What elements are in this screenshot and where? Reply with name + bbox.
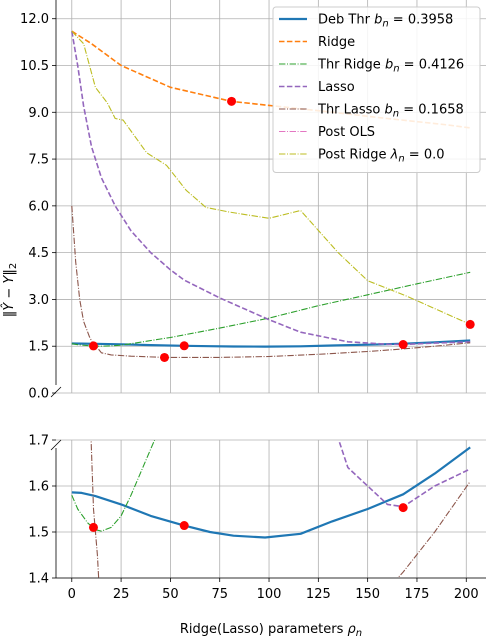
y-axis-title: ‖Ŷ − Y‖2	[1, 263, 19, 317]
axis-break-mark	[51, 387, 61, 397]
red-marker-5	[399, 503, 408, 512]
red-marker-2	[89, 341, 98, 350]
red-marker-4	[180, 341, 189, 350]
x-tick-label: 0	[68, 587, 76, 602]
legend-label-5: Post OLS	[318, 125, 375, 140]
x-tick-label: 175	[405, 587, 430, 602]
y-tick-label: 4.5	[28, 246, 49, 261]
legend-label-4: Thr Lasso bn = 0.1658	[317, 103, 464, 120]
axis-titles: Ridge(Lasso) parameters ρn ‖Ŷ − Y‖2	[1, 263, 362, 637]
legend-label-6: Post Ridge λn = 0.0	[318, 148, 445, 165]
y-tick-label: 3.0	[28, 293, 49, 308]
y-tick-label: 7.5	[28, 153, 49, 168]
legend-label-3: Lasso	[318, 80, 355, 95]
y-tick-label: 9.0	[28, 106, 49, 121]
bottom-panel-grid	[56, 440, 486, 578]
y-tick-label: 1.4	[28, 572, 49, 587]
y-tick-label: 1.6	[28, 480, 49, 495]
series-line-0	[72, 447, 470, 537]
x-tick-label: 50	[162, 587, 179, 602]
y-tick-label: 12.0	[20, 12, 49, 27]
red-marker-1	[466, 320, 475, 329]
x-tick-label: 150	[355, 587, 380, 602]
y-tick-label: 1.7	[28, 434, 49, 449]
x-axis-title: Ridge(Lasso) parameters ρn	[180, 622, 362, 637]
legend-label-1: Ridge	[318, 35, 355, 50]
red-marker-4	[180, 521, 189, 530]
x-tick-label: 200	[454, 587, 479, 602]
red-marker-5	[399, 340, 408, 349]
x-tick-label: 25	[113, 587, 130, 602]
y-tick-label: 1.5	[28, 526, 49, 541]
y-tick-label: 1.5	[28, 340, 49, 355]
red-marker-3	[160, 353, 169, 362]
x-tick-label: 75	[211, 587, 228, 602]
series-line-4	[72, 206, 470, 358]
red-marker-1	[466, 206, 475, 215]
y-tick-label: 10.5	[20, 59, 49, 74]
x-tick-label: 125	[306, 587, 331, 602]
red-marker-2	[89, 523, 98, 532]
red-marker-0	[227, 97, 236, 106]
y-tick-label: 0.0	[28, 387, 49, 402]
x-tick-label: 100	[257, 587, 282, 602]
legend-label-2: Thr Ridge bn = 0.4126	[317, 58, 464, 75]
series-line-2	[72, 272, 470, 346]
y-tick-label: 6.0	[28, 199, 49, 214]
